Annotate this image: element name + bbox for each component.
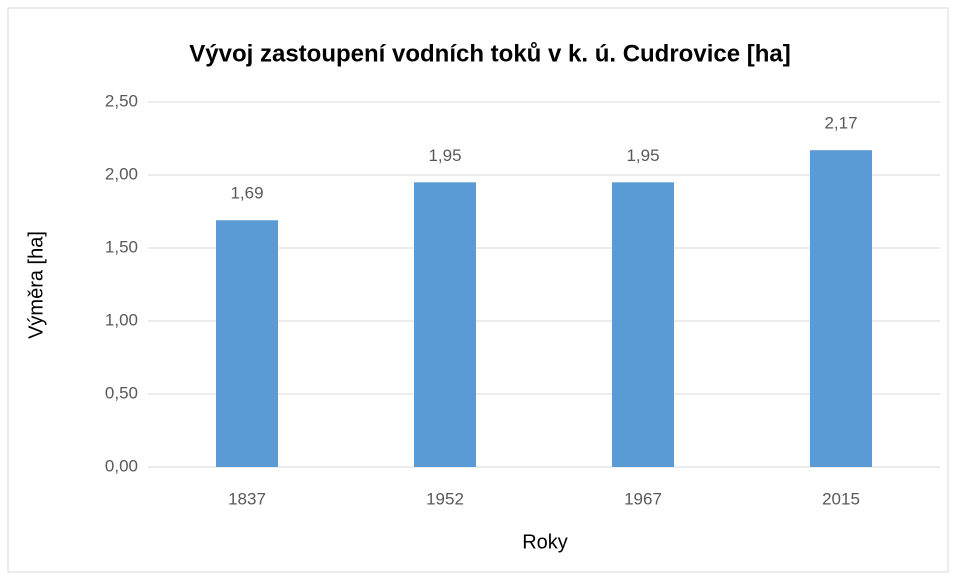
x-axis-label: Roky — [522, 531, 568, 553]
data-label: 1,69 — [230, 184, 263, 203]
x-tick-label: 1967 — [624, 489, 662, 508]
bar — [612, 182, 674, 468]
chart-frame — [7, 7, 949, 573]
x-tick-label: 1837 — [228, 489, 266, 508]
chart-title: Vývoj zastoupení vodních toků v k. ú. Cu… — [189, 40, 790, 67]
y-tick-label: 2,00 — [105, 164, 138, 183]
data-label: 1,95 — [428, 146, 461, 165]
bar — [414, 182, 476, 468]
bar — [216, 220, 278, 467]
y-tick-label: 1,00 — [105, 310, 138, 329]
y-tick-label: 0,00 — [105, 456, 138, 475]
x-tick-label: 2015 — [822, 489, 860, 508]
x-tick-label: 1952 — [426, 489, 464, 508]
y-tick-label: 2,50 — [105, 91, 138, 110]
data-label: 2,17 — [824, 114, 857, 133]
y-tick-label: 0,50 — [105, 383, 138, 402]
data-label: 1,95 — [626, 146, 659, 165]
y-tick-label: 1,50 — [105, 237, 138, 256]
bar — [810, 150, 872, 467]
y-axis-label: Výměra [ha] — [25, 231, 47, 339]
